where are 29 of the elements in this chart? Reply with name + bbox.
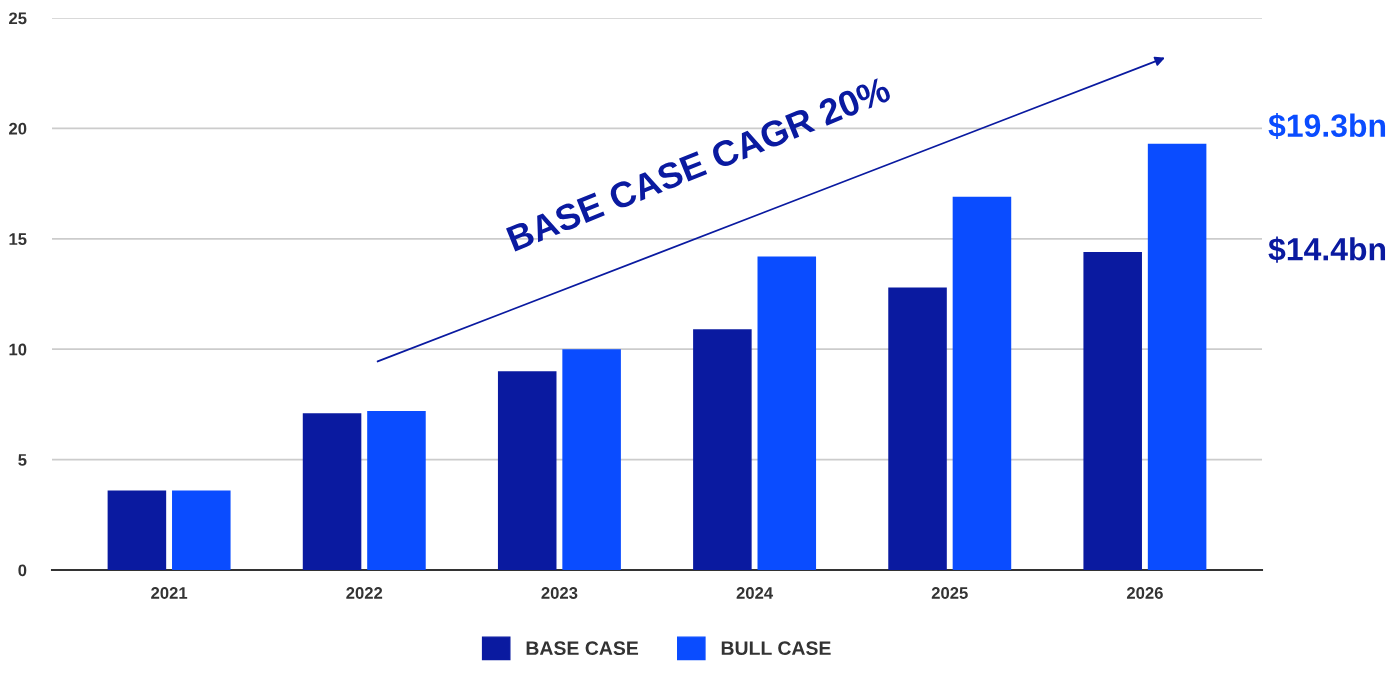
bar <box>1083 252 1142 570</box>
x-tick-label: 2026 <box>1126 587 1163 599</box>
bar <box>107 490 167 570</box>
y-tick-label: 10 <box>9 343 27 356</box>
bar <box>302 413 362 570</box>
bar <box>1147 143 1207 570</box>
bar <box>888 287 947 570</box>
text: $14.4bn <box>1268 236 1386 263</box>
bar <box>952 196 1012 570</box>
y-tick-label: 25 <box>9 12 27 25</box>
x-tick-label: 2022 <box>346 587 383 599</box>
legend-label: BASE CASE <box>526 641 639 656</box>
bar <box>172 490 231 570</box>
text: $19.3bn <box>1268 112 1386 140</box>
y-tick-label: 15 <box>9 233 27 245</box>
x-tick-label: 2021 <box>151 587 188 599</box>
y-tick-label: 5 <box>18 454 27 466</box>
bar <box>757 256 817 570</box>
bar <box>562 349 621 570</box>
annotation: BASE CASE CAGR 20% <box>505 76 892 252</box>
x-tick-label: 2025 <box>931 587 968 599</box>
y-tick-label: 0 <box>18 564 27 577</box>
legend-label: BULL CASE <box>721 641 831 656</box>
bar <box>367 411 426 570</box>
bar <box>693 329 752 570</box>
y-tick-label: 20 <box>9 122 27 135</box>
bar <box>497 371 557 570</box>
x-tick-label: 2024 <box>736 587 774 599</box>
x-tick-label: 2023 <box>541 587 578 599</box>
